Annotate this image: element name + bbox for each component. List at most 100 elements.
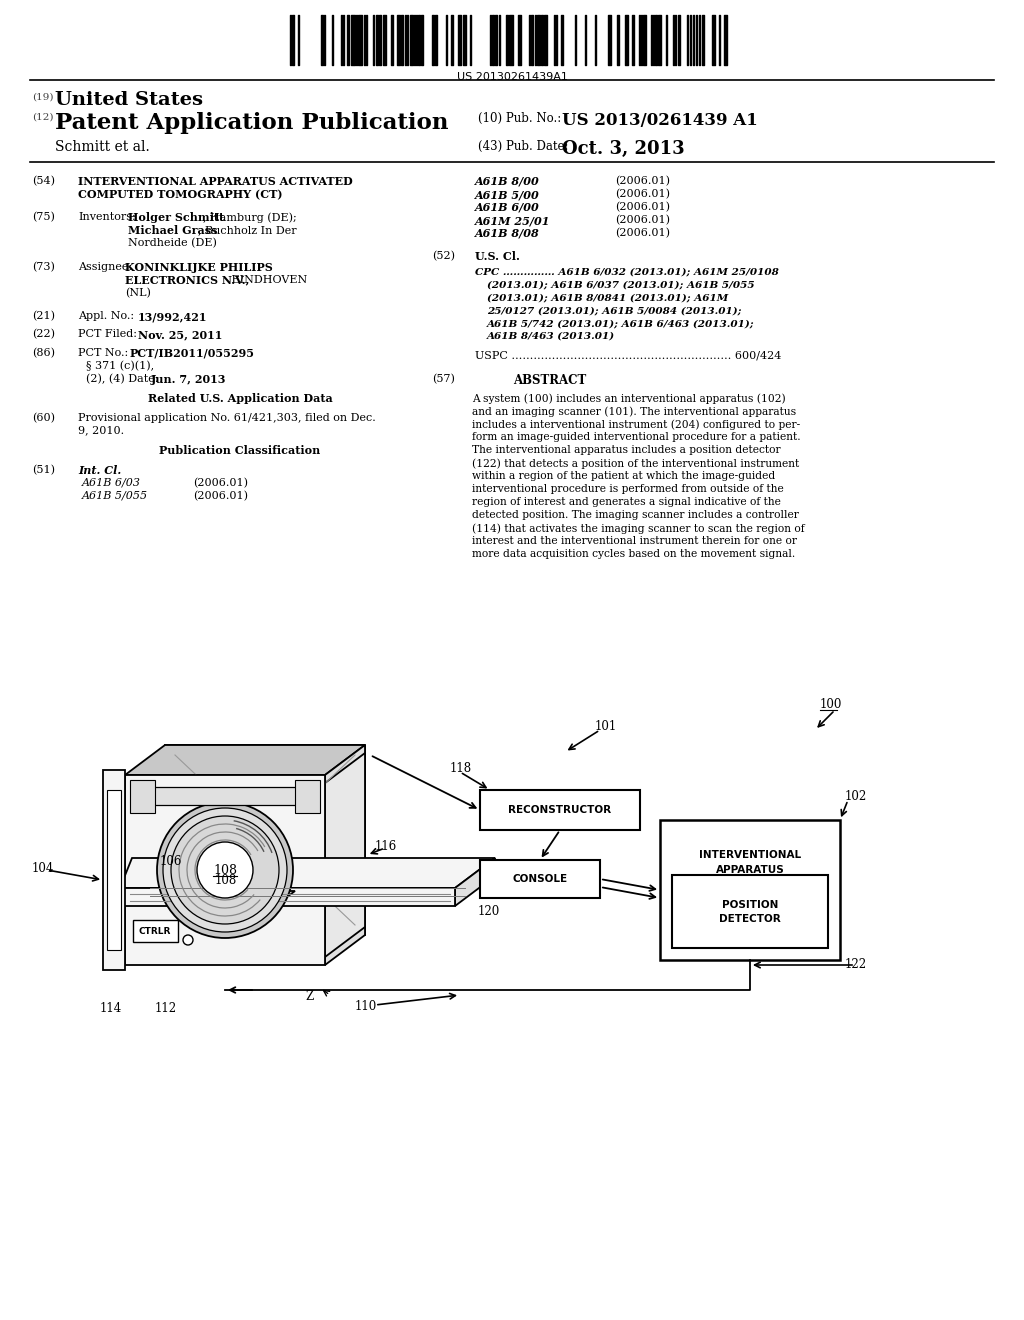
Text: A system (100) includes an interventional apparatus (102): A system (100) includes an interventiona… [472,393,785,404]
Polygon shape [195,906,275,936]
Text: , Hamburg (DE);: , Hamburg (DE); [203,213,297,223]
Text: 25/0127 (2013.01); A61B 5/0084 (2013.01);: 25/0127 (2013.01); A61B 5/0084 (2013.01)… [487,306,741,315]
Text: Nov. 25, 2011: Nov. 25, 2011 [138,330,222,341]
Text: (52): (52) [432,251,455,261]
Polygon shape [175,936,305,948]
Text: Schmitt et al.: Schmitt et al. [55,140,150,154]
Text: (73): (73) [32,261,55,272]
Text: 118: 118 [450,762,472,775]
Text: INTERVENTIONAL APPARATUS ACTIVATED: INTERVENTIONAL APPARATUS ACTIVATED [78,176,352,187]
Text: (54): (54) [32,176,55,186]
Text: A61B 8/00: A61B 8/00 [475,176,540,187]
Polygon shape [455,858,495,906]
Text: PCT Filed:: PCT Filed: [78,330,137,339]
Text: 9, 2010.: 9, 2010. [78,425,124,436]
Text: Inventors:: Inventors: [78,213,136,222]
Polygon shape [120,858,495,888]
Text: detected position. The imaging scanner includes a controller: detected position. The imaging scanner i… [472,510,799,520]
Text: ELECTRONICS N.V.,: ELECTRONICS N.V., [125,275,250,286]
Text: 122: 122 [845,958,867,972]
Text: A61B 8/08: A61B 8/08 [475,228,540,239]
Text: 112: 112 [155,1002,177,1015]
Text: Z: Z [305,990,313,1003]
Text: Holger Schmitt: Holger Schmitt [128,213,224,223]
Polygon shape [165,744,365,935]
Text: (2013.01); A61B 6/037 (2013.01); A61B 5/055: (2013.01); A61B 6/037 (2013.01); A61B 5/… [487,280,755,289]
Text: more data acquisition cycles based on the movement signal.: more data acquisition cycles based on th… [472,549,796,560]
Polygon shape [480,789,640,830]
Text: A61M 25/01: A61M 25/01 [475,215,551,226]
Polygon shape [125,744,365,775]
Text: 100: 100 [820,698,843,711]
Text: (10) Pub. No.:: (10) Pub. No.: [478,112,561,125]
Text: within a region of the patient at which the image-guided: within a region of the patient at which … [472,471,775,480]
Text: (57): (57) [432,374,455,384]
Text: (2013.01); A61B 8/0841 (2013.01); A61M: (2013.01); A61B 8/0841 (2013.01); A61M [487,293,728,302]
Text: US 20130261439A1: US 20130261439A1 [457,73,567,82]
Polygon shape [325,744,365,965]
Circle shape [163,808,287,932]
Polygon shape [133,787,317,805]
Text: 102: 102 [845,789,867,803]
Text: form an image-guided interventional procedure for a patient.: form an image-guided interventional proc… [472,432,801,442]
Text: USPC …………………………………………………… 600/424: USPC …………………………………………………… 600/424 [475,350,781,360]
Text: The interventional apparatus includes a position detector: The interventional apparatus includes a … [472,445,780,455]
Text: (2006.01): (2006.01) [193,478,248,488]
Text: A61B 6/00: A61B 6/00 [475,202,540,213]
Text: (21): (21) [32,312,55,322]
Text: (2006.01): (2006.01) [615,228,670,239]
Text: 108: 108 [213,863,237,876]
Text: (22): (22) [32,330,55,339]
Text: interventional procedure is performed from outside of the: interventional procedure is performed fr… [472,484,783,494]
Text: Int. Cl.: Int. Cl. [78,465,121,475]
Text: 101: 101 [595,719,617,733]
Circle shape [157,803,293,939]
Polygon shape [133,920,178,942]
Text: (2), (4) Date:: (2), (4) Date: [86,374,159,384]
Text: A61B 5/055: A61B 5/055 [82,491,148,500]
Text: COMPUTED TOMOGRAPHY (CT): COMPUTED TOMOGRAPHY (CT) [78,189,283,201]
Text: 104: 104 [32,862,54,875]
Text: (114) that activates the imaging scanner to scan the region of: (114) that activates the imaging scanner… [472,523,805,533]
Text: CPC …………… A61B 6/032 (2013.01); A61M 25/0108: CPC …………… A61B 6/032 (2013.01); A61M 25/… [475,267,779,276]
Text: (51): (51) [32,465,55,475]
Text: 108: 108 [215,874,238,887]
Text: POSITION: POSITION [722,900,778,911]
Text: 116: 116 [375,840,397,853]
Text: (12): (12) [32,114,53,121]
Text: A61B 5/00: A61B 5/00 [475,189,540,201]
Circle shape [197,842,253,898]
Text: and an imaging scanner (101). The interventional apparatus: and an imaging scanner (101). The interv… [472,407,796,417]
Text: includes a interventional instrument (204) configured to per-: includes a interventional instrument (20… [472,418,800,430]
Text: region of interest and generates a signal indicative of the: region of interest and generates a signa… [472,498,781,507]
Text: Michael Grass: Michael Grass [128,226,217,236]
Text: 114: 114 [100,1002,122,1015]
Text: (NL): (NL) [125,288,151,298]
Text: A61B 5/742 (2013.01); A61B 6/463 (2013.01);: A61B 5/742 (2013.01); A61B 6/463 (2013.0… [487,319,755,327]
Text: 110: 110 [355,1001,377,1012]
Text: (60): (60) [32,413,55,422]
Text: (122) that detects a position of the interventional instrument: (122) that detects a position of the int… [472,458,800,469]
Text: ABSTRACT: ABSTRACT [513,374,587,387]
Text: Related U.S. Application Data: Related U.S. Application Data [147,393,333,404]
Text: (43) Pub. Date:: (43) Pub. Date: [478,140,568,153]
Text: Assignee:: Assignee: [78,261,132,272]
Polygon shape [295,780,319,813]
Text: Appl. No.:: Appl. No.: [78,312,134,321]
Polygon shape [660,820,840,960]
Text: Publication Classification: Publication Classification [160,445,321,457]
Text: United States: United States [55,91,203,110]
Text: KONINKLIJKE PHILIPS: KONINKLIJKE PHILIPS [125,261,272,273]
Text: Provisional application No. 61/421,303, filed on Dec.: Provisional application No. 61/421,303, … [78,413,376,422]
Polygon shape [170,752,360,927]
Polygon shape [480,861,600,898]
Text: (2006.01): (2006.01) [615,202,670,213]
Text: Jun. 7, 2013: Jun. 7, 2013 [151,374,226,384]
Text: A61B 8/463 (2013.01): A61B 8/463 (2013.01) [487,333,615,341]
Polygon shape [325,752,365,957]
Polygon shape [130,780,155,813]
Text: 120: 120 [478,906,501,917]
Text: CONSOLE: CONSOLE [512,874,567,884]
Text: CTRLR: CTRLR [139,927,171,936]
Text: DETECTOR: DETECTOR [719,915,781,924]
